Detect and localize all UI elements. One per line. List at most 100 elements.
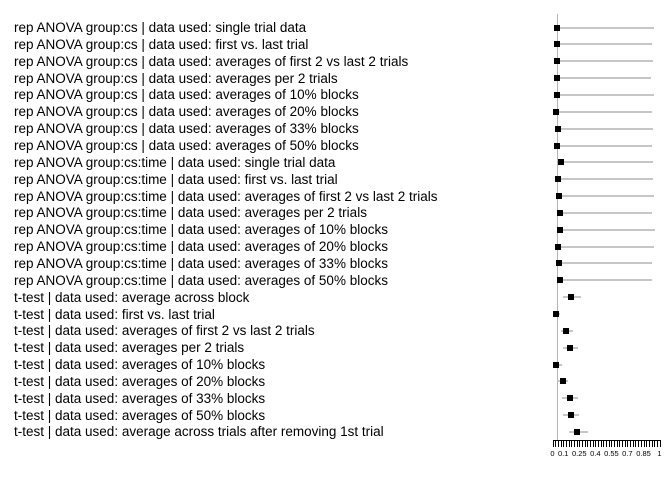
x-axis-tick [624,440,626,447]
x-axis-tick [592,440,594,447]
x-axis-tick [576,440,578,447]
point-marker [555,193,562,199]
x-axis-tick [627,440,629,447]
x-axis-tick [571,440,573,447]
ci-line [558,195,655,197]
ci-line [560,161,654,164]
row-label: rep ANOVA group:cs:time | data used: ave… [14,239,388,255]
row-label: rep ANOVA group:cs:time | data used: ave… [14,222,388,238]
ci-line [556,110,652,113]
row-label: t-test | data used: averages per 2 trial… [14,340,245,356]
x-axis-tick [654,440,656,447]
ci-line [556,43,652,46]
point-marker [553,41,560,48]
x-axis-tick [646,440,648,447]
x-axis-tick [611,440,613,447]
x-axis-tick-label: 0.7 [622,449,633,458]
x-axis-tick [552,440,554,447]
row-label: rep ANOVA group:cs | data used: averages… [14,121,359,137]
ci-line [556,60,654,63]
x-axis-tick-label: 0.85 [636,449,651,458]
x-axis-tick [600,440,602,447]
row-label: t-test | data used: averages of 50% bloc… [14,407,266,423]
x-axis-tick-label: 0.4 [590,449,601,458]
row-label: t-test | data used: averages of 10% bloc… [14,357,266,372]
row-label: t-test | data used: average across block [14,289,250,305]
point-marker [567,412,574,419]
ci-line [558,245,655,248]
ci-line [557,77,651,80]
x-axis-tick [606,440,607,447]
x-axis-tick [638,440,640,447]
x-axis-tick [565,440,567,447]
x-axis-tick [651,440,653,447]
x-axis-tick [630,440,632,447]
x-axis-tick [622,440,624,447]
x-axis-tick-label: 0 [550,449,555,458]
row-label: rep ANOVA group:cs:time | data used: ave… [14,205,367,221]
row-label: rep ANOVA group:cs:time | data used: ave… [14,272,388,288]
x-axis-tick [614,440,615,447]
x-axis-tick [568,440,570,447]
ci-line [556,93,655,96]
point-marker [554,125,561,132]
row-label: rep ANOVA group:cs | data used: single t… [14,20,307,35]
x-axis-tick [595,440,597,447]
row-label: t-test | data used: averages of 20% bloc… [14,373,266,389]
x-axis-tick [573,440,575,447]
x-axis-tick-label: 0.55 [604,449,619,458]
row-label: rep ANOVA group:cs:time | data used: ave… [14,255,388,271]
point-marker [567,294,574,301]
point-marker [574,428,581,435]
x-axis-tick [603,440,605,447]
point-marker [557,159,564,166]
point-marker [555,243,562,250]
x-axis-tick [557,440,559,447]
row-label: t-test | data used: averages of first 2 … [14,323,315,339]
row-label: rep ANOVA group:cs:time | data used: sin… [14,154,336,170]
x-axis-tick [598,440,599,447]
x-axis-tick [563,440,565,447]
row-label: rep ANOVA group:cs | data used: averages… [14,87,359,103]
point-marker [556,277,563,284]
x-axis-tick [587,440,589,447]
point-marker [567,344,574,351]
x-axis-tick [616,440,618,447]
point-marker [552,311,559,317]
x-axis-tick [560,440,562,447]
ci-line [559,211,653,214]
point-marker [557,226,563,233]
point-marker [555,260,562,267]
row-label: rep ANOVA group:cs | data used: first vs… [14,36,309,52]
x-axis-tick [579,440,581,447]
ci-line [560,228,656,231]
x-axis-tick [619,440,621,447]
x-axis-tick [659,440,661,447]
point-marker [554,142,561,149]
ci-line [557,144,652,147]
x-axis-tick [643,440,645,447]
ci-line [558,262,652,265]
x-axis-tick [555,440,557,447]
point-marker [553,361,560,368]
point-marker [553,24,560,31]
row-label: rep ANOVA group:cs | data used: averages… [14,138,359,153]
x-axis-tick [648,440,650,447]
point-marker [554,176,561,183]
x-axis-tick [584,440,586,447]
x-axis-tick-label: 1 [657,449,662,458]
row-label: t-test | data used: average across trial… [14,424,384,440]
point-marker [553,108,560,115]
x-axis-tick [640,440,642,447]
x-axis-tick-label: 0.25 [571,449,587,458]
x-axis-tick-label: 0.1 [557,449,569,458]
x-axis-tick [632,440,634,447]
x-axis-tick [590,440,591,447]
point-marker [556,209,563,216]
row-label: t-test | data used: averages of 33% bloc… [14,390,266,406]
row-label: rep ANOVA group:cs | data used: averages… [14,53,409,69]
x-axis-tick [656,440,658,447]
row-label: rep ANOVA group:cs | data used: averages… [14,70,338,86]
point-marker [553,58,560,65]
ci-line [559,279,653,282]
